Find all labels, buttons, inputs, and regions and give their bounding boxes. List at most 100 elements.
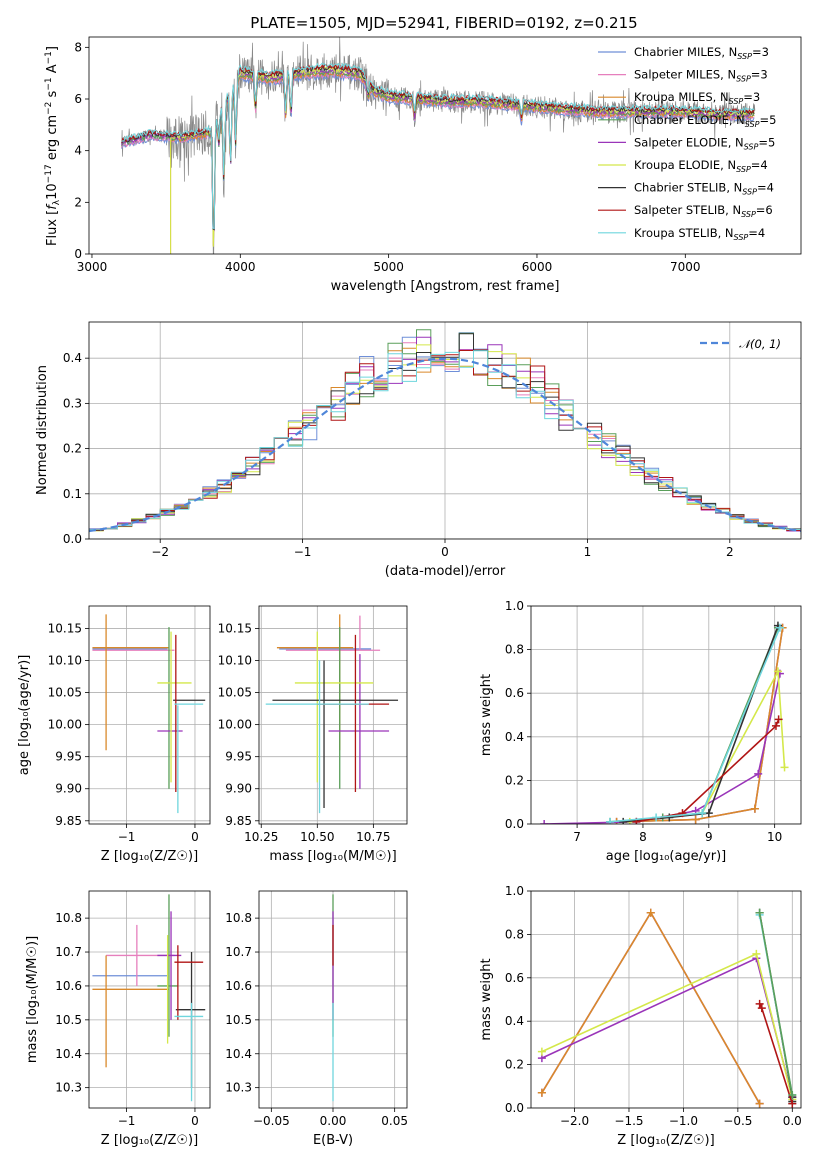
x-tick-label: 10.25 bbox=[244, 830, 278, 844]
x-axis-label: (data-model)/error bbox=[385, 564, 506, 579]
gaussian-curve bbox=[89, 357, 801, 533]
x-tick-label: 5000 bbox=[373, 260, 404, 274]
axes-frame bbox=[258, 890, 408, 1109]
y-axis-label: Normed distribution bbox=[35, 365, 50, 495]
plot-area bbox=[121, 37, 756, 254]
x-tick-label: 0 bbox=[191, 1114, 199, 1128]
x-tick-label: −2 bbox=[151, 545, 169, 559]
plot-area bbox=[259, 606, 407, 824]
x-tick-label: −1.5 bbox=[614, 1114, 643, 1128]
legend-subscript: SSP bbox=[745, 120, 760, 129]
x-tick-label: 0.0 bbox=[783, 1114, 802, 1128]
legend-label: Salpeter STELIB, NSSP=6 bbox=[634, 203, 773, 219]
x-tick-label: 8 bbox=[639, 830, 647, 844]
x-tick-label: 10.75 bbox=[356, 830, 390, 844]
x-tick-label: 0 bbox=[441, 545, 449, 559]
weight-series bbox=[606, 623, 782, 824]
y-tick-label: 6 bbox=[74, 92, 82, 106]
y-tick-label: 1.0 bbox=[505, 884, 524, 898]
x-tick-label: 0.05 bbox=[381, 1114, 408, 1128]
legend-subscript: SSP bbox=[736, 75, 751, 84]
x-tick-label: 7 bbox=[573, 830, 581, 844]
y-tick-label: 10.4 bbox=[225, 1047, 252, 1061]
x-tick-label: −1.0 bbox=[669, 1114, 698, 1128]
weight-marker bbox=[773, 667, 782, 676]
errorbar-point bbox=[174, 1002, 204, 1102]
y-tick-label: 10.3 bbox=[225, 1081, 252, 1095]
y-tick-label: 0.4 bbox=[63, 351, 82, 365]
weight-marker bbox=[646, 908, 655, 917]
errorbar-point bbox=[272, 660, 399, 808]
x-tick-label: −1 bbox=[118, 1114, 136, 1128]
y-tick-label: 0.3 bbox=[63, 396, 82, 410]
y-axis-label-part: λ bbox=[52, 199, 62, 205]
axes-frame bbox=[530, 605, 802, 825]
weight-marker bbox=[537, 1088, 546, 1097]
legend-subscript: SSP bbox=[744, 142, 759, 151]
legend-label: Chabrier STELIB, NSSP=4 bbox=[634, 181, 774, 197]
x-tick-label: 10.50 bbox=[300, 830, 334, 844]
axes-residuals: −2 −1 0 1 2 0.0 0.1 0.2 0.3 0.4 (data-model)/error… bbox=[35, 321, 802, 579]
legend-nssp-value: =3 bbox=[743, 90, 760, 104]
x-tick-label: 4000 bbox=[225, 260, 256, 274]
grid bbox=[89, 606, 210, 824]
grid bbox=[89, 891, 210, 1108]
y-tick-label: 8 bbox=[74, 40, 82, 54]
x-axis-label: age [log₁₀(age/yr)] bbox=[606, 849, 727, 864]
weight-line bbox=[609, 627, 781, 823]
axes-mass_vs_ebv: −0.05 0.00 0.05 10.3 10.4 10.5 10.6 10.7 10.8 E(B… bbox=[225, 890, 408, 1148]
legend-nssp-value: =5 bbox=[758, 135, 775, 149]
plot-area bbox=[89, 322, 801, 539]
legend-nssp-value: =4 bbox=[748, 226, 765, 240]
axes-spectrum: 3000 4000 5000 6000 7000 0 2 4 6 8 wavelength [Ang… bbox=[44, 36, 802, 294]
weight-series bbox=[537, 954, 797, 1102]
errorbar-point bbox=[92, 614, 169, 751]
legend-subscript: SSP bbox=[741, 210, 756, 219]
axes-frame bbox=[530, 890, 802, 1109]
y-tick-label: 0.4 bbox=[505, 1014, 524, 1028]
legend-subscript: SSP bbox=[729, 97, 744, 106]
y-tick-label: 10.10 bbox=[48, 654, 82, 668]
y-tick-label: 10.5 bbox=[225, 1013, 252, 1027]
legend-subscript: SSP bbox=[734, 233, 749, 242]
y-tick-label: 1.0 bbox=[505, 599, 524, 613]
axes-frame bbox=[88, 605, 211, 825]
y-tick-label: 0.6 bbox=[505, 686, 524, 700]
y-axis-label: mass [log₁₀(M/M☉)] bbox=[25, 936, 40, 1063]
y-tick-label: 0.6 bbox=[505, 971, 524, 985]
weight-marker bbox=[788, 1090, 797, 1099]
y-axis-label-part: Flux [ bbox=[45, 210, 60, 246]
y-tick-label: 9.95 bbox=[225, 750, 252, 764]
errorbar-point bbox=[174, 945, 204, 1020]
y-tick-label: 9.90 bbox=[225, 782, 252, 796]
weight-marker bbox=[752, 949, 761, 958]
y-tick-label: 9.85 bbox=[55, 814, 82, 828]
y-axis-label-part: −1 bbox=[44, 77, 54, 90]
y-tick-label: 10.5 bbox=[55, 1013, 82, 1027]
plot-area bbox=[531, 606, 801, 824]
y-axis-label: age [log₁₀(age/yr)] bbox=[17, 655, 32, 776]
weight-marker bbox=[754, 769, 763, 778]
legend-subscript: SSP bbox=[737, 52, 752, 61]
axes-frame bbox=[88, 321, 802, 540]
weight-line bbox=[623, 625, 779, 823]
legend-label: Kroupa MILES, NSSP=3 bbox=[634, 90, 760, 106]
errorbar-point bbox=[157, 631, 192, 783]
y-tick-label: 9.85 bbox=[225, 814, 252, 828]
legend-subscript: SSP bbox=[742, 188, 757, 197]
plot-area bbox=[531, 891, 801, 1108]
weight-marker bbox=[606, 817, 615, 824]
legend-nssp-value: =4 bbox=[757, 181, 774, 195]
y-axis-label-part: −1 bbox=[44, 51, 54, 64]
legend-label: Chabrier MILES, NSSP=3 bbox=[634, 45, 769, 61]
y-tick-label: 0.2 bbox=[63, 442, 82, 456]
weight-series bbox=[537, 908, 764, 1108]
y-tick-label: 10.6 bbox=[225, 979, 252, 993]
axes-age_vs_z: −1 0 9.85 9.90 9.95 10.00 10.05 10.10 10.15 Z [lo… bbox=[17, 605, 211, 864]
errorbar-point bbox=[174, 703, 204, 814]
axes-weight_vs_z: −2.0 −1.5 −1.0 −0.5 0.0 0.0 0.2 0.4 0.6 0.8 1.0 Z [… bbox=[479, 884, 802, 1148]
weight-marker bbox=[750, 804, 759, 813]
y-axis-label: Flux [fλ10−17 erg cm−2 s−1 A−1] bbox=[44, 46, 62, 246]
y-tick-label: 10.4 bbox=[55, 1047, 82, 1061]
